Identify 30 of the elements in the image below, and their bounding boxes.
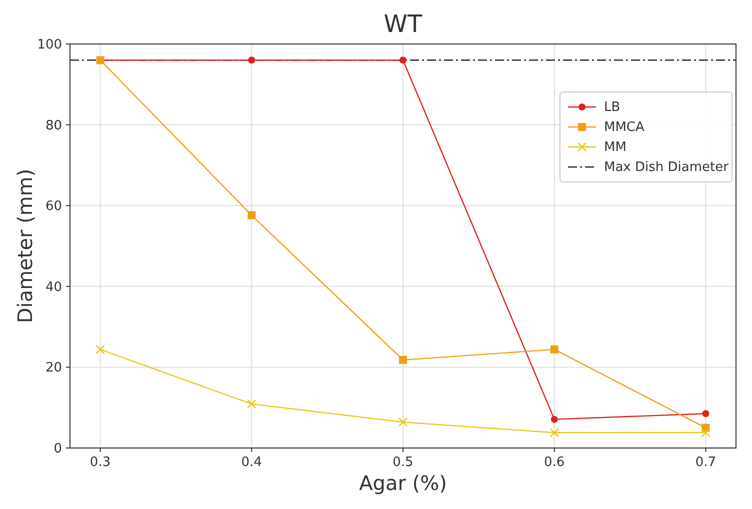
y-tick-label: 0 (54, 442, 62, 456)
point (248, 56, 256, 64)
legend-label: Max Dish Diameter (604, 160, 730, 175)
point (702, 410, 710, 418)
legend-label: MMCA (604, 120, 645, 135)
point (400, 56, 406, 64)
point (96, 344, 105, 354)
chart-title: WT (384, 10, 423, 38)
y-tick-label: 20 (45, 360, 62, 376)
legend-label: LB (604, 100, 620, 115)
point (550, 345, 558, 354)
x-tick-label: 0.3 (90, 455, 111, 470)
legend-label: MM (604, 140, 626, 155)
x-tick-label: 0.4 (241, 455, 262, 470)
y-tick-label: 40 (45, 280, 62, 295)
x-axis-title: Agar (%) (359, 471, 447, 495)
point (246, 399, 256, 409)
y-axis-title: Diameter (mm) (13, 168, 37, 324)
point (399, 356, 407, 364)
y-tick-label: 60 (45, 199, 62, 214)
x-tick-label: 0.7 (695, 455, 716, 470)
y-tick-label: 80 (45, 118, 62, 134)
point (248, 211, 256, 220)
point (398, 417, 408, 427)
point (550, 416, 558, 423)
x-tick-label: 0.6 (544, 455, 565, 470)
x-tick-label: 0.5 (392, 455, 414, 470)
point (701, 428, 710, 438)
point (550, 428, 560, 438)
y-tick-label: 100 (37, 38, 62, 52)
